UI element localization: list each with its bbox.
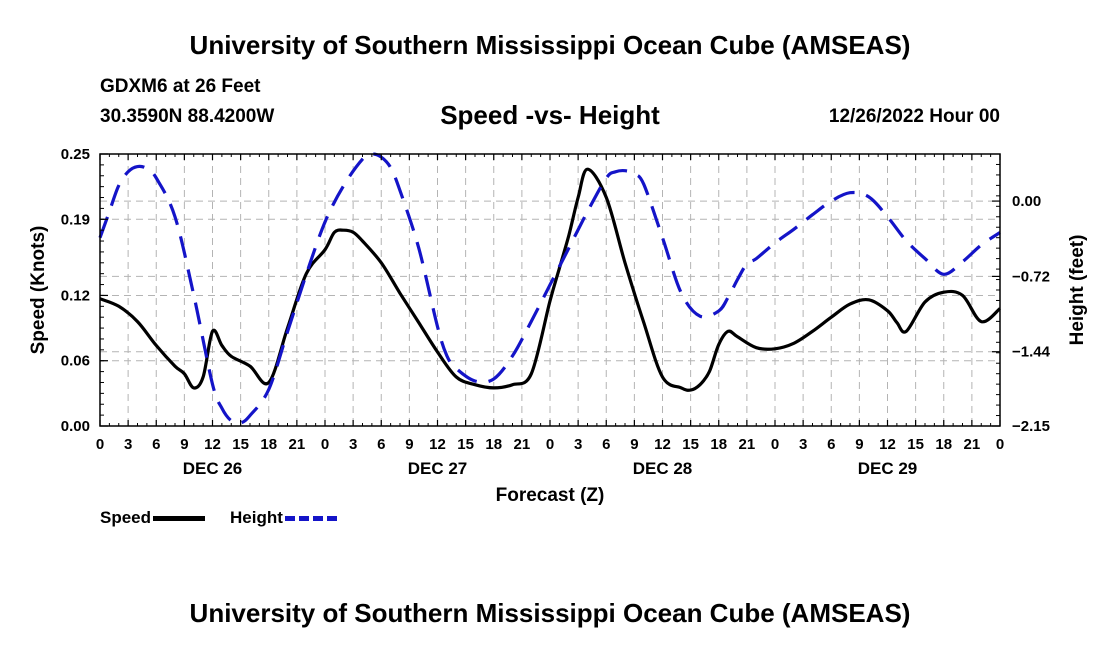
x-tick-label: 3	[124, 436, 132, 453]
x-tick-label: 0	[546, 436, 554, 453]
x-tick-label: 3	[574, 436, 582, 453]
legend-speed-swatch	[153, 516, 206, 522]
y-tick-label: 0.12	[61, 287, 90, 304]
x-axis-label: Forecast (Z)	[496, 485, 605, 506]
y-tick-label: 0.25	[61, 146, 90, 163]
x-tick-label: 0	[96, 436, 104, 453]
chart-title: Speed -vs- Height	[440, 100, 660, 130]
x-tick-label: 0	[771, 436, 779, 453]
legend-speed: Speed	[100, 508, 206, 528]
x-tick-label: 9	[405, 436, 413, 453]
series-layer	[98, 152, 1002, 425]
legend-speed-label: Speed	[100, 508, 152, 527]
x-tick-label: 3	[349, 436, 357, 453]
x-tick-label: 9	[855, 436, 863, 453]
y-axis-label: Speed (Knots)	[28, 226, 49, 355]
coordinates-label: 30.3590N 88.4200W	[100, 106, 275, 127]
x-tick-label: 6	[152, 436, 160, 453]
x-tick-label: 9	[630, 436, 638, 453]
y-tick-label: 0.19	[61, 211, 90, 228]
y-tick-label: 0.00	[61, 418, 90, 435]
x-tick-label: 15	[232, 436, 249, 453]
legend-height-swatch	[284, 516, 337, 522]
x-tick-label: 12	[204, 436, 221, 453]
day-label: DEC 29	[858, 459, 918, 478]
x-tick-label: 21	[514, 436, 531, 453]
legend-height-label: Height	[230, 508, 283, 527]
x-tick-label: 18	[260, 436, 277, 453]
x-tick-label: 12	[879, 436, 896, 453]
y2-axis-label: Height (feet)	[1067, 235, 1088, 346]
series-line-height	[98, 152, 1001, 425]
forecast-datetime: 12/26/2022 Hour 00	[828, 106, 1000, 127]
x-tick-label: 15	[907, 436, 924, 453]
x-tick-label: 6	[377, 436, 385, 453]
x-tick-label: 21	[964, 436, 981, 453]
x-tick-label: 15	[457, 436, 474, 453]
x-tick-label: 12	[654, 436, 671, 453]
legend-height: Height	[230, 508, 337, 528]
x-tick-label: 18	[485, 436, 502, 453]
axis-layer: 0 3 6 9 12 15 18 21 0 3 6 9 12 15 18 21 0 3 6 9 12 15 18 21 0 3 6 9…	[61, 146, 1051, 478]
x-tick-label: 21	[289, 436, 306, 453]
station-label: GDXM6 at 26 Feet	[100, 76, 261, 97]
y2-tick-label: −1.44	[1012, 344, 1051, 361]
main-title: University of Southern Mississippi Ocean…	[189, 30, 911, 60]
y2-tick-label: 0.00	[1012, 193, 1041, 210]
grid-layer	[100, 154, 1000, 426]
x-tick-label: 6	[827, 436, 835, 453]
x-tick-label: 15	[682, 436, 699, 453]
day-label: DEC 27	[408, 459, 468, 478]
y2-tick-label: −0.72	[1012, 268, 1050, 285]
day-label: DEC 28	[633, 459, 693, 478]
y2-tick-label: −2.15	[1012, 418, 1050, 435]
x-tick-label: 12	[429, 436, 446, 453]
x-tick-label: 18	[935, 436, 952, 453]
x-tick-label: 3	[799, 436, 807, 453]
x-tick-label: 9	[180, 436, 188, 453]
day-label: DEC 26	[183, 459, 243, 478]
series-line-speed	[99, 167, 1002, 392]
x-tick-label: 0	[996, 436, 1004, 453]
y-tick-label: 0.06	[61, 353, 90, 370]
footer-title: University of Southern Mississippi Ocean…	[189, 598, 911, 628]
x-tick-label: 0	[321, 436, 329, 453]
x-tick-label: 6	[602, 436, 610, 453]
x-tick-label: 21	[739, 436, 756, 453]
x-tick-label: 18	[710, 436, 727, 453]
